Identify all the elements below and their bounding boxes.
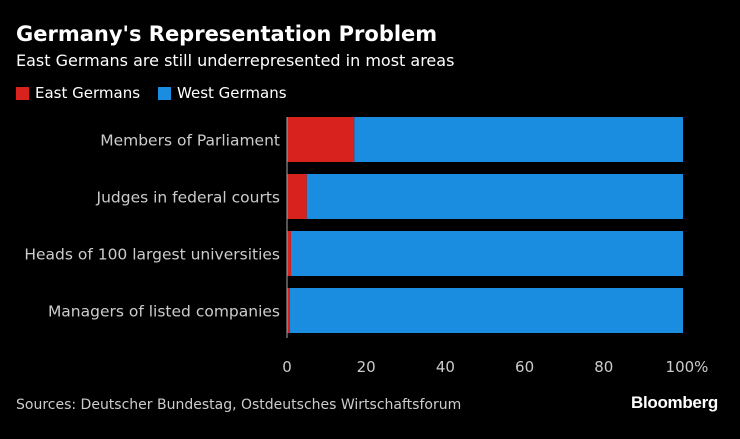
legend-item-east: East Germans xyxy=(16,84,140,102)
category-label-0: Members of Parliament xyxy=(100,132,280,150)
x-tick-label-3: 60 xyxy=(515,358,534,376)
bar-east-1 xyxy=(287,174,307,219)
legend-swatch-east xyxy=(16,86,29,100)
bar-east-3 xyxy=(287,288,290,333)
x-tick-label-2: 40 xyxy=(436,358,455,376)
x-tick-label-4: 80 xyxy=(594,358,613,376)
bar-west-0 xyxy=(354,117,683,162)
legend: East Germans West Germans xyxy=(16,84,305,102)
source-note: Sources: Deutscher Bundestag, Ostdeutsch… xyxy=(16,397,462,413)
legend-label-east: East Germans xyxy=(35,84,141,102)
category-label-2: Heads of 100 largest universities xyxy=(24,246,280,264)
category-label-1: Judges in federal courts xyxy=(96,189,281,207)
x-tick-label-5: 100% xyxy=(666,358,709,376)
chart-title: Germany's Representation Problem xyxy=(16,22,438,46)
x-tick-label-0: 0 xyxy=(282,358,292,376)
legend-label-west: West Germans xyxy=(177,84,287,102)
x-tick-label-1: 20 xyxy=(357,358,376,376)
chart-subtitle: East Germans are still underrepresented … xyxy=(16,51,455,70)
legend-swatch-west xyxy=(158,86,172,100)
bar-west-3 xyxy=(289,288,683,333)
bloomberg-logo: Bloomberg xyxy=(630,393,718,412)
category-label-3: Managers of listed companies xyxy=(48,303,280,321)
legend-item-west: West Germans xyxy=(158,84,287,102)
bar-west-1 xyxy=(306,174,683,219)
bar-east-0 xyxy=(287,117,355,162)
bar-east-2 xyxy=(287,231,291,276)
bar-west-2 xyxy=(290,231,683,276)
